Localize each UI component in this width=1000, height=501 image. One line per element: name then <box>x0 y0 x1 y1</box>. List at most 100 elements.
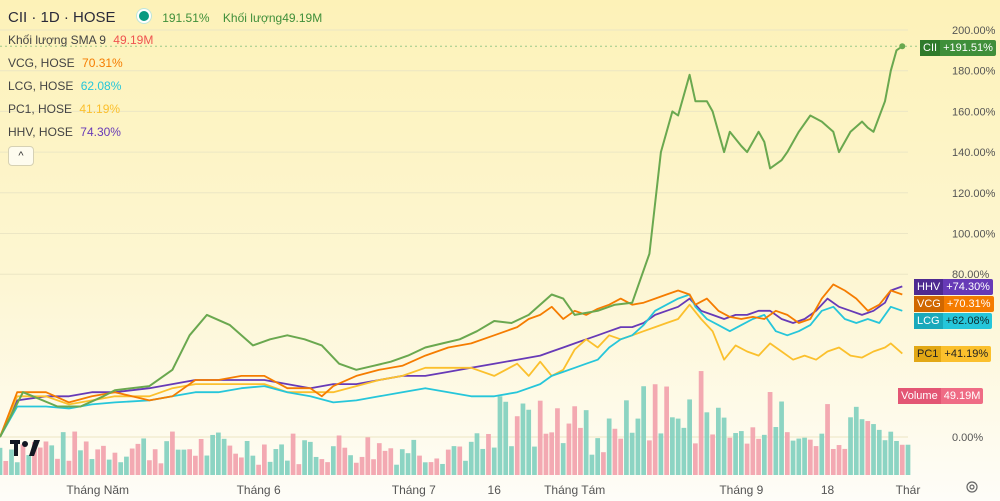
volume-bars <box>0 371 911 475</box>
volume-bar <box>37 447 43 475</box>
volume-bar <box>3 460 9 475</box>
tradingview-logo-icon[interactable] <box>10 436 44 462</box>
volume-bar <box>670 417 675 475</box>
volume-bar <box>744 443 750 475</box>
last-point-marker <box>899 43 906 50</box>
volume-bar <box>865 421 871 475</box>
series-line-lcg[interactable] <box>0 293 903 438</box>
price-tag-lcg: LCG +62.08% <box>914 313 993 329</box>
tag-value: +70.31% <box>946 298 991 310</box>
volume-bar <box>693 443 698 475</box>
legend-name: PC1, HOSE <box>8 102 73 116</box>
y-tick-label: 0.00% <box>952 432 983 444</box>
volume-bar <box>129 448 135 475</box>
volume-bar <box>681 427 687 475</box>
y-tick-label: 200.00% <box>952 25 996 37</box>
y-tick-label: 100.00% <box>952 229 996 241</box>
legend-row-lcg[interactable]: LCG, HOSE 62.08% <box>8 75 322 98</box>
volume-bar <box>853 406 859 475</box>
legend-row-vcg[interactable]: VCG, HOSE 70.31% <box>8 52 322 75</box>
volume-bar <box>440 463 445 475</box>
legend-symbol-row[interactable]: CII · 1D · HOSE 191.51% Khối lượng49.19M <box>8 6 322 29</box>
volume-bar <box>710 434 715 475</box>
volume-bar <box>503 401 509 475</box>
volume-bar <box>871 424 876 475</box>
x-tick-label: Tháng Tám <box>544 483 605 497</box>
volume-bar <box>641 386 647 475</box>
volume-bar <box>181 449 187 475</box>
volume-bar <box>233 453 238 475</box>
volume-bar <box>624 400 629 475</box>
volume-bar <box>170 431 175 475</box>
volume-bar <box>72 431 78 475</box>
legend-row-pc1[interactable]: PC1, HOSE 41.19% <box>8 98 322 121</box>
sma-label: Khối lượng SMA 9 <box>8 33 106 47</box>
legend: CII · 1D · HOSE 191.51% Khối lượng49.19M… <box>8 6 322 167</box>
x-tick-label: Tháng Năm <box>66 483 129 497</box>
legend-sma-row[interactable]: Khối lượng SMA 9 49.19M <box>8 29 322 52</box>
volume-bar <box>509 446 514 475</box>
volume-bar <box>14 462 20 475</box>
volume-bar <box>595 438 601 475</box>
volume-bar <box>371 459 376 475</box>
y-tick-label: 120.00% <box>952 188 996 200</box>
volume-bar <box>342 447 348 475</box>
volume-bar <box>428 462 434 475</box>
volume-bar <box>95 449 101 475</box>
volume-bar <box>802 437 807 475</box>
volume-bar <box>302 440 307 475</box>
legend-value: 41.19% <box>79 102 121 116</box>
series-line-hhv[interactable] <box>0 285 903 438</box>
grid-lines <box>0 29 918 438</box>
volume-bar <box>388 448 394 475</box>
volume-bar <box>164 441 170 475</box>
volume-bar <box>825 404 830 475</box>
volume-bar <box>704 412 710 475</box>
volume-bar <box>664 386 669 475</box>
series-lines <box>0 43 906 438</box>
chevron-up-icon: ^ <box>18 150 24 162</box>
volume-bar <box>187 449 193 475</box>
collapse-legend-button[interactable]: ^ <box>8 146 34 166</box>
tag-value: +62.08% <box>945 315 990 327</box>
legend-name: HHV, HOSE <box>8 125 73 139</box>
volume-bar <box>124 456 129 475</box>
volume-bar <box>463 460 468 475</box>
volume-bar <box>836 445 842 475</box>
volume-bar <box>210 434 215 475</box>
volume-bar <box>756 438 761 475</box>
tag-value: +191.51% <box>943 42 993 54</box>
volume-bar <box>273 449 279 475</box>
volume-bar <box>152 449 158 475</box>
volume-bar <box>859 419 865 475</box>
volume-bar <box>560 443 566 475</box>
y-tick-label: 160.00% <box>952 106 996 118</box>
legend-value: 62.08% <box>80 79 122 93</box>
volume-bar <box>359 456 365 475</box>
volume-bar <box>715 407 721 475</box>
volume-bar <box>474 433 480 475</box>
volume-bar <box>365 437 371 475</box>
tag-name: Volume <box>898 388 941 404</box>
legend-row-hhv[interactable]: HHV, HOSE 74.30% <box>8 121 322 144</box>
volume-bar <box>49 445 55 475</box>
series-line-pc1[interactable] <box>0 303 903 438</box>
volume-bar <box>147 460 152 475</box>
volume-bar <box>497 396 503 475</box>
volume-bar <box>761 434 767 475</box>
series-line-cii[interactable] <box>0 45 903 438</box>
symbol-title[interactable]: CII · 1D · HOSE <box>8 9 116 26</box>
volume-bar <box>819 433 825 475</box>
volume-bar <box>687 399 692 475</box>
volume-bar <box>336 435 342 475</box>
settings-icon[interactable] <box>965 480 979 494</box>
series-line-vcg[interactable] <box>0 283 903 438</box>
volume-bar <box>26 455 32 475</box>
volume-bar <box>198 438 204 475</box>
volume-bar <box>698 371 704 475</box>
volume-bar <box>468 441 474 475</box>
volume-bar <box>250 455 256 475</box>
volume-bar <box>9 449 14 475</box>
volume-bar <box>589 454 595 475</box>
